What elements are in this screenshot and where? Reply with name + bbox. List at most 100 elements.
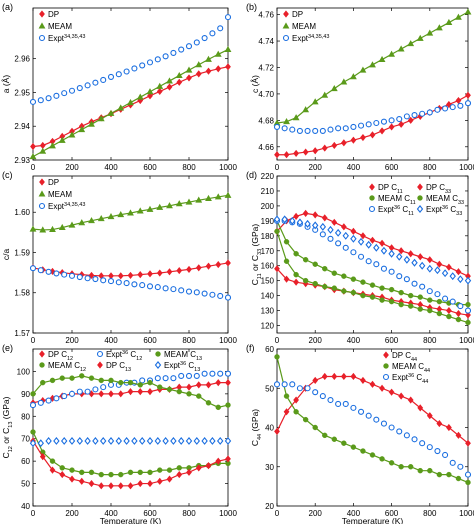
data-point (68, 436, 76, 445)
data-point (296, 218, 304, 227)
data-point (360, 448, 366, 454)
data-point (69, 467, 75, 473)
plot-frame (276, 175, 469, 334)
data-point (380, 246, 388, 255)
data-point (139, 377, 146, 384)
data-point (209, 370, 216, 377)
panel-label: (c) (2, 170, 13, 180)
panel-label: (a) (2, 2, 13, 12)
data-point (49, 142, 56, 149)
data-point (147, 479, 153, 488)
data-point (331, 218, 338, 226)
data-point (398, 464, 404, 470)
data-point (147, 469, 153, 476)
data-point (436, 471, 443, 478)
data-point (146, 436, 154, 445)
data-point (335, 400, 342, 408)
x-tick-label: 1000 (459, 509, 474, 518)
data-point (442, 451, 449, 459)
x-tick-label: 0 (31, 509, 36, 518)
data-point (408, 292, 414, 299)
data-point (312, 389, 319, 396)
series-4 (30, 437, 231, 490)
legend-marker (369, 183, 375, 191)
x-tick-label: 600 (385, 509, 399, 518)
data-point (296, 127, 303, 134)
data-point (357, 408, 365, 415)
data-point (162, 375, 169, 382)
data-point (209, 30, 216, 37)
legend: DP C12 Expt36 C12 MEAM C13 MEAM C12 DP C13 Ex… (39, 350, 202, 373)
legend-label: Expt36 C13 (164, 361, 200, 373)
data-point (84, 388, 91, 395)
data-point (335, 125, 342, 132)
data-point (457, 102, 464, 109)
legend-label: MEAM C33 (426, 194, 464, 206)
data-point (427, 297, 433, 303)
data-point (274, 427, 280, 436)
legend-marker (38, 34, 46, 42)
data-point (388, 123, 395, 131)
legend-marker (368, 205, 376, 213)
data-point (176, 388, 182, 395)
data-point (398, 392, 405, 400)
data-point (78, 219, 86, 226)
data-point (274, 151, 280, 159)
y-tick-label: 1.57 (14, 329, 30, 338)
data-point (176, 78, 183, 86)
data-point (373, 119, 380, 127)
legend-marker (417, 195, 423, 201)
data-point (170, 436, 177, 445)
data-point (186, 391, 192, 397)
data-point (127, 271, 134, 280)
data-point (209, 436, 216, 445)
y-tick-label: 170 (261, 247, 275, 256)
data-point (139, 62, 146, 69)
data-point (289, 216, 296, 225)
data-point (147, 270, 153, 278)
data-point (446, 423, 452, 432)
x-tick-label: 0 (275, 336, 280, 345)
data-point (201, 370, 208, 377)
panel-f: (f) 0 200 400 600 800 1000 20 30 40 50 60 C44 (GPa) T… (246, 343, 474, 524)
data-point (350, 234, 357, 243)
data-point (327, 126, 334, 133)
data-point (435, 24, 443, 31)
data-point (88, 120, 95, 127)
data-point (274, 265, 280, 273)
data-point (225, 455, 231, 463)
data-point (449, 104, 456, 111)
legend-marker (39, 10, 45, 18)
data-point (156, 269, 163, 277)
x-tick-label: 1000 (459, 163, 474, 172)
data-point (388, 424, 395, 431)
data-point (166, 77, 173, 84)
y-tick-label: 80 (21, 412, 30, 421)
data-point (107, 109, 115, 116)
data-point (289, 381, 296, 388)
x-tick-label: 200 (309, 509, 323, 518)
legend: DP MEAM Expt34,35,43 (282, 10, 329, 43)
legend-label: MEAM C12 (48, 361, 86, 373)
data-point (464, 8, 472, 15)
y-axis-label: C44 (GPa) (250, 409, 263, 446)
x-tick-label: 400 (104, 509, 118, 518)
data-point (137, 388, 144, 396)
legend-label: Expt36 C33 (426, 205, 462, 217)
data-point (195, 381, 202, 389)
data-point (170, 49, 177, 56)
data-point (166, 83, 173, 91)
data-point (131, 281, 138, 288)
panel-label: (b) (246, 2, 257, 12)
series-1 (29, 370, 232, 409)
data-point (379, 239, 385, 247)
panel-d: (d) 0 200 400 600 800 1000 120 130 140 150 160 170 18… (246, 170, 474, 345)
data-point (84, 436, 91, 445)
data-point (186, 468, 192, 476)
panel-e: (e) 0 200 400 600 800 1000 40 50 60 70 80 90 100 C12 o… (1, 343, 237, 524)
data-point (419, 283, 426, 290)
data-point (365, 121, 372, 128)
data-point (61, 90, 68, 97)
x-tick-label: 200 (65, 163, 79, 172)
data-point (201, 290, 208, 297)
